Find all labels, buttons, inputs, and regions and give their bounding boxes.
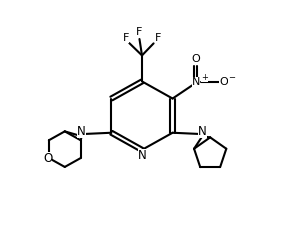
Text: O: O (191, 54, 200, 64)
Text: N: N (198, 125, 207, 139)
Text: +: + (201, 73, 208, 82)
Text: O: O (219, 77, 228, 87)
Text: N: N (77, 125, 86, 139)
Text: N: N (192, 77, 200, 87)
Text: F: F (155, 33, 161, 44)
Text: N: N (138, 149, 146, 162)
Text: −: − (228, 73, 235, 82)
Text: F: F (136, 27, 142, 37)
Text: F: F (123, 33, 129, 44)
Text: O: O (43, 152, 52, 165)
